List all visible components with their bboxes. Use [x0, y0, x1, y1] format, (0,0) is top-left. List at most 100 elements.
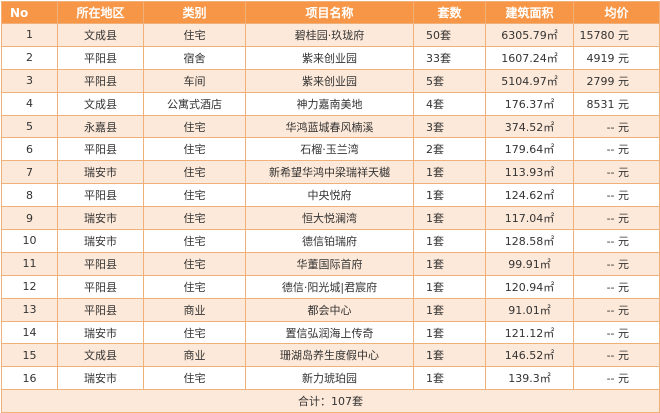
cell-region: 瑞安市	[57, 366, 144, 391]
cell-units: 1套	[413, 183, 486, 208]
cell-area: 124.62㎡	[485, 183, 574, 208]
cell-area: 1607.24㎡	[485, 45, 574, 70]
cell-units: 4套	[413, 91, 486, 116]
table-row: 9 瑞安市 住宅 恒大悦澜湾 1套 117.04㎡ -- 元	[1, 206, 660, 231]
cell-no: 4	[1, 91, 58, 116]
cell-region: 平阳县	[57, 137, 144, 162]
cell-price: -- 元	[573, 343, 660, 368]
cell-project-name: 珊湖岛养生度假中心	[245, 343, 414, 368]
cell-no: 10	[1, 229, 58, 253]
cell-area: 146.52㎡	[485, 343, 574, 368]
cell-project-name: 恒大悦澜湾	[245, 206, 414, 231]
cell-units: 1套	[413, 297, 486, 322]
header-area: 建筑面积	[485, 1, 574, 24]
table-row: 4 文成县 公寓式酒店 神力嘉南美地 4套 176.37㎡ 8531 元	[1, 91, 660, 116]
cell-no: 2	[1, 45, 58, 70]
cell-price: -- 元	[573, 251, 660, 276]
cell-area: 113.93㎡	[485, 160, 574, 185]
cell-category: 住宅	[143, 229, 246, 253]
cell-region: 平阳县	[57, 68, 144, 93]
cell-category: 住宅	[143, 114, 246, 139]
cell-region: 平阳县	[57, 183, 144, 208]
cell-project-name: 紫来创业园	[245, 68, 414, 93]
cell-price: -- 元	[573, 160, 660, 185]
cell-price: -- 元	[573, 183, 660, 208]
cell-units: 1套	[413, 160, 486, 185]
cell-category: 商业	[143, 343, 246, 368]
cell-region: 瑞安市	[57, 206, 144, 231]
cell-no: 11	[1, 251, 58, 276]
cell-region: 平阳县	[57, 297, 144, 322]
cell-area: 179.64㎡	[485, 137, 574, 162]
cell-no: 9	[1, 206, 58, 231]
cell-area: 91.01㎡	[485, 297, 574, 322]
cell-area: 99.91㎡	[485, 251, 574, 276]
table-row: 7 瑞安市 住宅 新希望华鸿中梁瑞祥天樾 1套 113.93㎡ -- 元	[1, 160, 660, 185]
table-row: 16 瑞安市 住宅 新力琥珀园 1套 139.3㎡ -- 元	[1, 366, 660, 391]
cell-category: 住宅	[143, 320, 246, 345]
cell-project-name: 中央悦府	[245, 183, 414, 208]
cell-region: 永嘉县	[57, 114, 144, 139]
cell-project-name: 都会中心	[245, 297, 414, 322]
table-row: 10 瑞安市 住宅 德信铂瑞府 1套 128.58㎡ -- 元	[1, 229, 660, 253]
cell-units: 1套	[413, 320, 486, 345]
header-row: No 所在地区 类别 项目名称 套数 建筑面积 均价	[1, 1, 660, 24]
cell-region: 平阳县	[57, 45, 144, 70]
cell-no: 6	[1, 137, 58, 162]
cell-units: 1套	[413, 274, 486, 299]
cell-project-name: 德信铂瑞府	[245, 229, 414, 253]
cell-area: 374.52㎡	[485, 114, 574, 139]
cell-no: 8	[1, 183, 58, 208]
cell-units: 1套	[413, 229, 486, 253]
cell-units: 33套	[413, 45, 486, 70]
cell-units: 1套	[413, 366, 486, 391]
cell-region: 瑞安市	[57, 160, 144, 185]
total-row: 合计：107套	[1, 389, 660, 413]
cell-region: 文成县	[57, 91, 144, 116]
cell-units: 50套	[413, 23, 486, 47]
cell-price: -- 元	[573, 297, 660, 322]
cell-project-name: 石榴·玉兰湾	[245, 137, 414, 162]
cell-area: 120.94㎡	[485, 274, 574, 299]
cell-category: 住宅	[143, 160, 246, 185]
table-row: 5 永嘉县 住宅 华鸿蓝城春风楠溪 3套 374.52㎡ -- 元	[1, 114, 660, 139]
cell-category: 住宅	[143, 206, 246, 231]
table-row: 3 平阳县 车间 紫来创业园 5套 5104.97㎡ 2799 元	[1, 68, 660, 93]
cell-price: 2799 元	[573, 68, 660, 93]
cell-no: 3	[1, 68, 58, 93]
cell-units: 1套	[413, 206, 486, 231]
cell-project-name: 神力嘉南美地	[245, 91, 414, 116]
cell-no: 13	[1, 297, 58, 322]
cell-category: 住宅	[143, 183, 246, 208]
cell-project-name: 华鸿蓝城春风楠溪	[245, 114, 414, 139]
cell-project-name: 新希望华鸿中梁瑞祥天樾	[245, 160, 414, 185]
cell-units: 1套	[413, 251, 486, 276]
cell-area: 176.37㎡	[485, 91, 574, 116]
cell-price: 15780 元	[573, 23, 660, 47]
cell-units: 1套	[413, 343, 486, 368]
cell-no: 1	[1, 23, 58, 47]
cell-region: 瑞安市	[57, 229, 144, 253]
header-category: 类别	[143, 1, 246, 24]
cell-price: -- 元	[573, 206, 660, 231]
cell-category: 住宅	[143, 366, 246, 391]
cell-units: 2套	[413, 137, 486, 162]
cell-project-name: 德信·阳光城|君宸府	[245, 274, 414, 299]
table-row: 11 平阳县 住宅 华董国际首府 1套 99.91㎡ -- 元	[1, 251, 660, 276]
total-cell: 合计：107套	[1, 389, 660, 413]
cell-category: 住宅	[143, 274, 246, 299]
cell-units: 3套	[413, 114, 486, 139]
table-row: 14 瑞安市 住宅 置信弘润海上传奇 1套 121.12㎡ -- 元	[1, 320, 660, 345]
table-row: 8 平阳县 住宅 中央悦府 1套 124.62㎡ -- 元	[1, 183, 660, 208]
cell-category: 住宅	[143, 137, 246, 162]
cell-category: 住宅	[143, 251, 246, 276]
cell-price: -- 元	[573, 137, 660, 162]
cell-region: 平阳县	[57, 251, 144, 276]
cell-no: 16	[1, 366, 58, 391]
table-row: 1 文成县 住宅 碧桂园·玖珑府 50套 6305.79㎡ 15780 元	[1, 23, 660, 47]
cell-price: 8531 元	[573, 91, 660, 116]
cell-category: 商业	[143, 297, 246, 322]
cell-area: 128.58㎡	[485, 229, 574, 253]
